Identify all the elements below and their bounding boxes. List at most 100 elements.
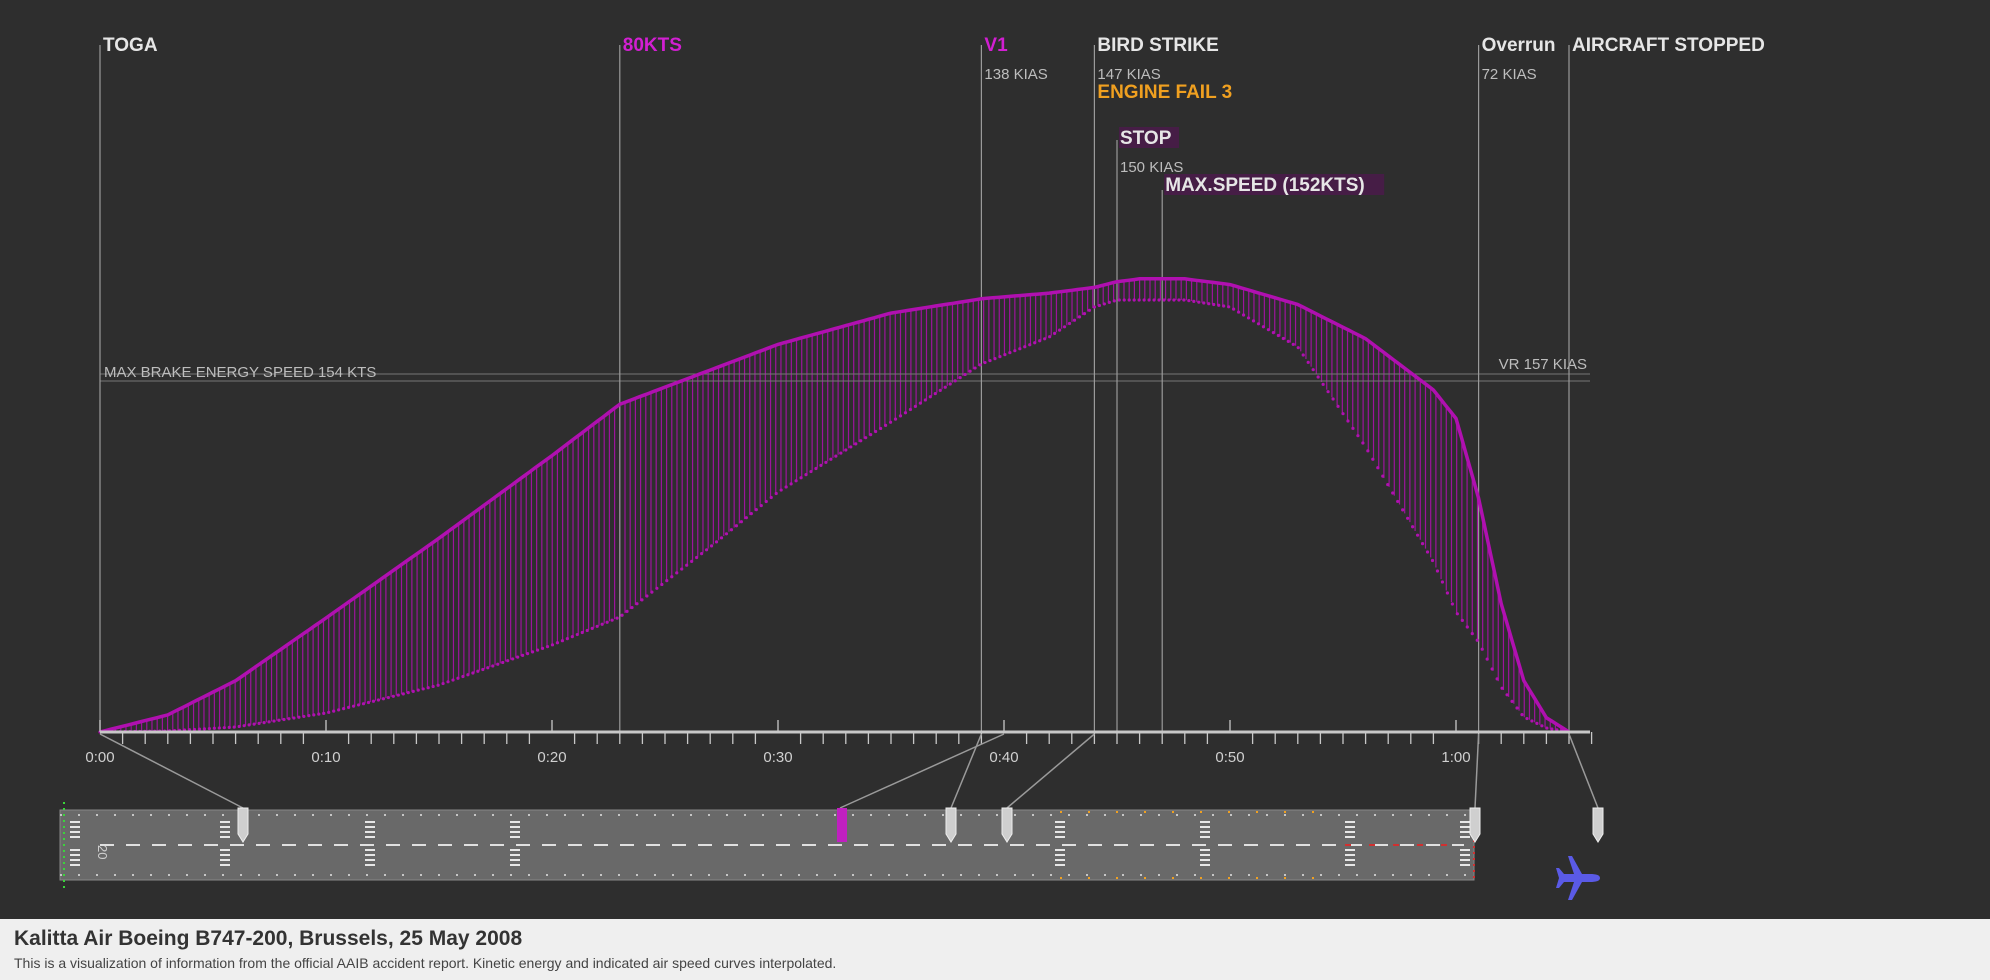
kinetic-energy-point: [560, 639, 564, 643]
kinetic-energy-point: [883, 423, 888, 427]
kinetic-energy-point: [1107, 300, 1111, 304]
kinetic-energy-point: [1445, 591, 1450, 595]
kinetic-energy-point: [729, 528, 734, 532]
kinetic-energy-point: [1326, 390, 1330, 394]
kinetic-energy-point: [1197, 300, 1201, 304]
kinetic-energy-point: [247, 723, 251, 727]
kinetic-energy-point: [212, 726, 216, 730]
kinetic-energy-point: [1232, 307, 1236, 311]
kinetic-energy-point: [665, 579, 669, 583]
kinetic-energy-point: [724, 532, 729, 536]
v1-label: V1: [984, 35, 1008, 56]
kinetic-energy-point: [1172, 298, 1176, 302]
kinetic-energy-point: [1465, 625, 1469, 629]
kinetic-energy-point: [819, 463, 823, 467]
kinetic-energy-point: [202, 727, 207, 731]
kinetic-energy-point: [1048, 335, 1052, 339]
kinetic-energy-point: [396, 693, 400, 697]
kinetic-energy-point: [605, 620, 609, 624]
kinetic-energy-point: [993, 357, 997, 361]
kinetic-energy-point: [1415, 533, 1420, 537]
kinetic-energy-point: [1192, 299, 1196, 303]
x-tick-label: 0:40: [989, 749, 1018, 766]
marker-connector: [99, 733, 244, 809]
runway-position-marker: [1592, 807, 1604, 843]
kinetic-energy-point: [1545, 726, 1549, 730]
kinetic-energy-point: [879, 426, 883, 431]
kinetic-energy-point: [575, 632, 579, 637]
kinetic-energy-point: [1246, 316, 1251, 320]
kinetic-energy-point: [1236, 310, 1241, 314]
kinetic-energy-point: [192, 727, 197, 732]
speed-curves: [98, 277, 1570, 734]
kinetic-energy-point: [466, 673, 470, 677]
kinetic-energy-point: [1008, 351, 1012, 355]
bird-strike-sub-label: 147 KIAS: [1097, 66, 1160, 83]
80kts-label: 80KTS: [623, 35, 682, 56]
kinetic-energy-point: [1286, 339, 1290, 343]
kinetic-energy-point: [1162, 298, 1166, 302]
kinetic-energy-point: [496, 662, 500, 666]
x-tick-label: 1:00: [1441, 749, 1470, 766]
kinetic-energy-point: [1321, 382, 1325, 386]
kinetic-energy-point: [1062, 325, 1067, 329]
kinetic-energy-point: [645, 594, 649, 598]
kinetic-energy-point: [1256, 322, 1261, 326]
kinetic-energy-point: [685, 563, 689, 567]
overrun-label: Overrun: [1482, 35, 1556, 56]
kinetic-energy-point: [332, 709, 336, 713]
kinetic-energy-point: [197, 727, 202, 731]
x-tick-label: 0:50: [1215, 749, 1244, 766]
kinetic-energy-point: [525, 652, 530, 656]
kinetic-energy-point: [1177, 298, 1181, 302]
kinetic-energy-point: [1187, 299, 1191, 303]
kinetic-energy-point: [1455, 612, 1459, 616]
kinetic-energy-point: [988, 358, 992, 363]
kinetic-energy-point: [327, 710, 331, 714]
kinetic-energy-point: [1097, 303, 1101, 308]
kinetic-energy-point: [361, 702, 366, 706]
kinetic-energy-point: [476, 669, 480, 673]
kinetic-energy-point: [1341, 412, 1345, 416]
kinetic-energy-point: [1207, 302, 1211, 306]
kinetic-energy-point: [1420, 542, 1425, 546]
kinetic-energy-point: [292, 716, 296, 720]
kinetic-energy-point: [913, 404, 918, 408]
kinetic-energy-point: [1411, 525, 1415, 529]
runway: 20: [59, 733, 1604, 900]
kinetic-energy-point: [675, 571, 679, 575]
kinetic-energy-point: [1003, 353, 1007, 357]
kinetic-energy-point: [416, 688, 420, 692]
x-tick-label: 0:20: [537, 749, 566, 766]
kinetic-energy-point: [1510, 699, 1514, 704]
kinetic-energy-point: [1366, 449, 1370, 453]
kinetic-energy-point: [262, 720, 266, 725]
kinetic-energy-point: [1167, 298, 1171, 302]
kinetic-energy-point: [799, 476, 803, 480]
kinetic-energy-point: [1520, 713, 1524, 717]
marker-connector: [1568, 733, 1599, 809]
kinetic-energy-point: [282, 717, 286, 722]
kinetic-energy-point: [1082, 312, 1087, 316]
kinetic-energy-point: [1540, 724, 1544, 728]
kinetic-energy-point: [431, 684, 435, 689]
kinetic-energy-point: [1227, 305, 1231, 309]
kinetic-energy-point: [1490, 667, 1494, 671]
kinetic-energy-point: [824, 460, 828, 464]
kinetic-energy-point: [1157, 298, 1161, 302]
kinetic-energy-point: [506, 659, 510, 663]
kinetic-energy-point: [973, 366, 977, 370]
kinetic-energy-point: [734, 524, 739, 528]
kinetic-energy-point: [322, 711, 326, 715]
kinetic-energy-point: [1142, 298, 1146, 302]
marker-connector: [1006, 733, 1095, 809]
kinetic-energy-point: [530, 650, 535, 654]
kinetic-energy-point: [779, 488, 783, 492]
kinetic-energy-point: [874, 429, 878, 434]
aircraft-stopped-label: AIRCRAFT STOPPED: [1572, 35, 1765, 56]
kinetic-energy-fill: [104, 278, 1567, 732]
kinetic-energy-point: [371, 699, 376, 703]
kinetic-energy-point: [1132, 298, 1136, 302]
kinetic-energy-point: [709, 544, 714, 548]
kinetic-energy-point: [1112, 299, 1116, 303]
